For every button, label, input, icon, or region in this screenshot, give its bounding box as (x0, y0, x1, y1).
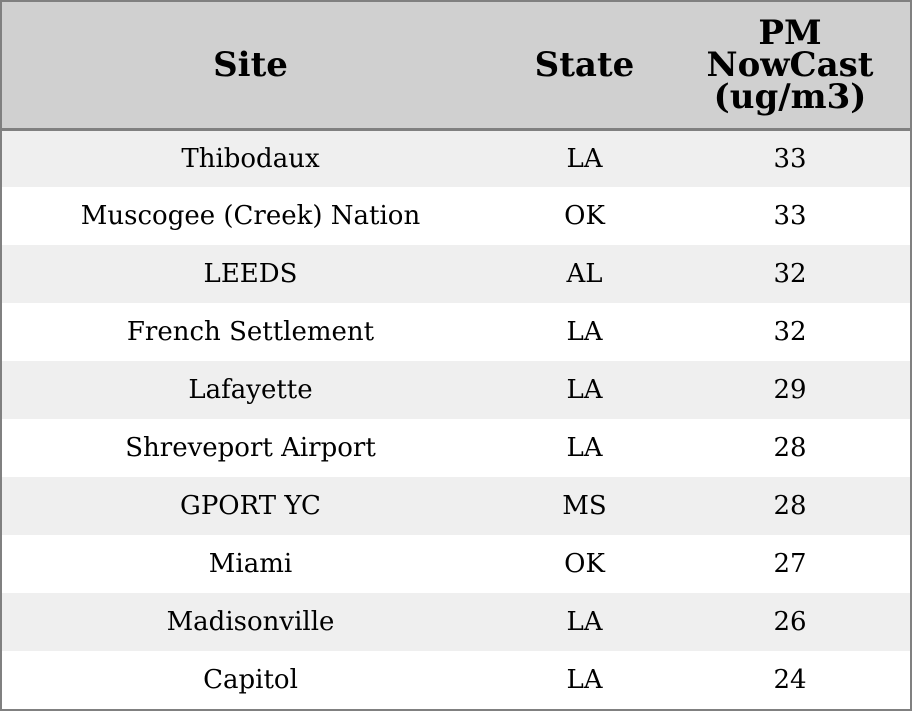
table-body: Thibodaux LA 33 Muscogee (Creek) Nation … (2, 129, 910, 709)
cell-pm: 32 (773, 317, 807, 347)
table-row: French Settlement LA 32 (2, 303, 910, 361)
cell-state: AL (566, 259, 603, 289)
cell-site: Madisonville (166, 607, 335, 637)
table-row: Capitol LA 24 (2, 651, 910, 709)
column-header-pm-nowcast: PM NowCast (ug/m3) (670, 2, 910, 131)
cell-site: Lafayette (188, 375, 313, 405)
cell-site: Thibodaux (181, 143, 320, 174)
cell-site: Capitol (203, 665, 298, 695)
cell-state: LA (566, 665, 603, 695)
cell-pm: 29 (773, 375, 807, 405)
cell-state: LA (566, 375, 603, 405)
table-row: GPORT YC MS 28 (2, 477, 910, 535)
cell-state: OK (564, 201, 605, 231)
table-row: Madisonville LA 26 (2, 593, 910, 651)
table-row: Shreveport Airport LA 28 (2, 419, 910, 477)
cell-pm: 27 (773, 549, 807, 579)
cell-site: Shreveport Airport (125, 433, 376, 463)
cell-pm: 33 (773, 201, 807, 231)
cell-state: LA (566, 317, 603, 347)
cell-state: LA (566, 143, 603, 174)
header-row: Site State PM NowCast (ug/m3) (2, 2, 910, 131)
cell-site: LEEDS (203, 259, 298, 289)
cell-pm: 28 (773, 491, 807, 521)
table-row: Lafayette LA 29 (2, 361, 910, 419)
cell-pm: 32 (773, 259, 807, 289)
cell-state: LA (566, 433, 603, 463)
cell-site: Muscogee (Creek) Nation (80, 201, 421, 231)
cell-pm: 26 (773, 607, 807, 637)
cell-pm: 24 (773, 665, 807, 695)
cell-pm: 33 (773, 143, 807, 174)
cell-site: Miami (208, 549, 293, 579)
column-header-pm-line3: (ug/m3) (713, 76, 867, 117)
table-header: Site State PM NowCast (ug/m3) (2, 2, 910, 131)
cell-state: OK (564, 549, 605, 579)
cell-pm: 28 (773, 433, 807, 463)
cell-site: GPORT YC (180, 491, 321, 521)
cell-site: French Settlement (126, 317, 375, 347)
table-row: Thibodaux LA 33 (2, 129, 910, 187)
column-header-pm-line1: PM (758, 12, 822, 53)
table-row: Miami OK 27 (2, 535, 910, 593)
table-row: Muscogee (Creek) Nation OK 33 (2, 187, 910, 245)
column-header-state: State (499, 2, 670, 131)
table-row: LEEDS AL 32 (2, 245, 910, 303)
column-header-site: Site (2, 2, 499, 131)
cell-state: LA (566, 607, 603, 637)
column-header-pm-line2: NowCast (706, 44, 874, 85)
cell-state: MS (562, 491, 607, 521)
